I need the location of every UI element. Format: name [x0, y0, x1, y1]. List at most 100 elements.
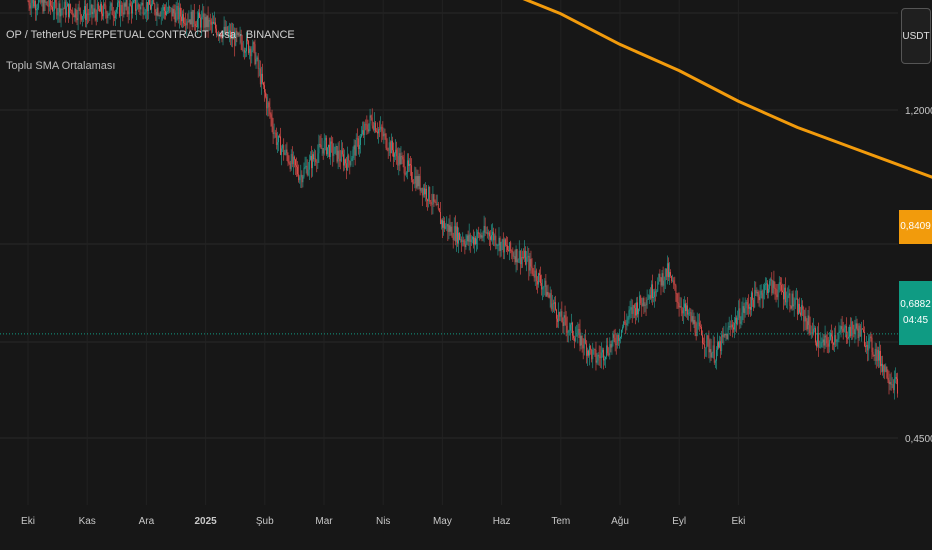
candle-body	[348, 155, 350, 162]
candle-body	[511, 250, 513, 253]
candle-body	[777, 289, 779, 298]
candle-body	[649, 295, 651, 299]
symbol-title[interactable]: OP / TetherUS PERPETUAL CONTRACT · 4sa ·…	[6, 29, 295, 41]
candle-body	[295, 159, 296, 166]
candle-body	[318, 143, 320, 154]
candle-body	[137, 4, 139, 10]
candle-body	[712, 345, 714, 353]
candle-body	[56, 2, 58, 16]
candle-body	[274, 132, 276, 134]
candle-body	[816, 342, 817, 347]
candle-body	[329, 144, 330, 158]
candle-body	[200, 17, 202, 28]
candle-body	[100, 3, 101, 12]
candle-body	[485, 232, 487, 233]
candle-body	[751, 292, 752, 310]
candle-body	[736, 317, 738, 325]
x-tick-label: May	[433, 516, 452, 527]
candle-body	[822, 339, 824, 343]
candle-body	[141, 2, 143, 5]
candle-body	[650, 284, 652, 299]
candle-body	[306, 165, 308, 175]
candle-body	[583, 338, 585, 349]
candle-body	[52, 6, 53, 11]
candle-body	[167, 11, 168, 12]
candle-body	[756, 292, 758, 294]
candle-body	[886, 366, 888, 378]
candle-body	[561, 311, 563, 323]
candle-body	[687, 305, 689, 315]
candle-body	[320, 144, 322, 149]
candle-body	[88, 14, 90, 16]
candle-body	[307, 169, 309, 175]
candle-body	[655, 291, 657, 293]
candle-body	[535, 270, 537, 282]
candle-body	[471, 236, 473, 240]
candle-body	[303, 168, 305, 177]
candle-body	[32, 0, 34, 7]
candle-body	[478, 231, 480, 235]
candle-body	[832, 336, 833, 343]
candle-body	[450, 226, 452, 232]
candle-body	[364, 123, 366, 136]
candle-body	[558, 311, 560, 322]
candle-body	[276, 142, 278, 145]
candle-body	[647, 298, 649, 300]
candle-body	[588, 350, 589, 356]
candle-body	[441, 220, 442, 225]
candle-body	[873, 354, 875, 357]
candle-body	[224, 26, 226, 34]
candle-body	[592, 349, 594, 360]
candle-body	[761, 290, 763, 299]
candle-body	[689, 312, 691, 314]
candle-body	[843, 327, 845, 332]
candle-body	[42, 0, 44, 12]
candle-body	[260, 73, 262, 85]
candle-body	[240, 35, 242, 43]
x-tick-label: Nis	[376, 516, 390, 527]
candle-body	[390, 140, 392, 154]
candle-body	[616, 335, 618, 346]
candle-body	[500, 242, 502, 251]
candle-body	[189, 19, 191, 25]
candle-body	[433, 194, 435, 202]
candle-body	[759, 294, 761, 301]
candle-body	[640, 295, 642, 304]
candle-body	[162, 7, 164, 11]
candle-body	[143, 14, 145, 15]
candle-body	[357, 138, 359, 150]
candle-body	[424, 188, 425, 195]
candle-body	[699, 326, 701, 328]
candle-body	[330, 141, 332, 158]
candle-body	[879, 350, 880, 361]
indicator-label[interactable]: Toplu SMA Ortalaması	[6, 60, 116, 72]
candle-body	[40, 0, 42, 3]
candle-body	[562, 322, 564, 327]
candle-body	[577, 329, 579, 336]
candle-body	[45, 2, 47, 3]
currency-unit-button[interactable]: USDT	[901, 8, 931, 64]
candle-body	[219, 33, 221, 36]
candle-body	[475, 237, 476, 245]
candle-body	[609, 344, 611, 356]
candle-body	[250, 48, 252, 57]
candle-body	[140, 4, 142, 10]
candle-body	[795, 298, 797, 299]
candle-body	[628, 310, 630, 318]
candle-body	[54, 0, 56, 11]
candle-body	[281, 148, 283, 155]
candle-body	[353, 145, 355, 150]
candle-body	[584, 338, 586, 344]
candle-body	[569, 324, 571, 331]
candle-body	[891, 384, 893, 385]
candle-body	[767, 283, 768, 293]
candle-body	[152, 0, 154, 5]
candle-body	[399, 153, 401, 165]
candle-body	[483, 225, 485, 237]
candle-body	[869, 336, 871, 339]
candle-body	[766, 283, 767, 285]
current-price-value: 0,6882	[900, 299, 931, 310]
candle-body	[265, 92, 267, 97]
candle-body	[780, 284, 782, 291]
